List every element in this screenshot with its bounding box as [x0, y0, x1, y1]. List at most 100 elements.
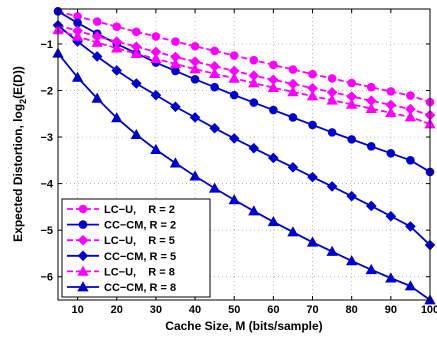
legend-entry-5: LC−U, R = 8 [67, 265, 175, 278]
series-marker [267, 215, 280, 227]
legend-label: CC−CM, R = 2 [104, 220, 176, 232]
series-4 [52, 19, 436, 251]
series-marker [210, 82, 219, 92]
series-marker [91, 92, 103, 103]
series-marker [150, 52, 162, 64]
y-axis-label: Expected Distortion, log2(E(D)) [11, 66, 28, 242]
series-marker [346, 98, 358, 109]
legend-box [61, 198, 211, 298]
series-3 [52, 19, 436, 121]
legend-label: CC−CM, R = 5 [104, 251, 176, 263]
series-marker [111, 112, 123, 123]
x-tick-label: 90 [385, 304, 397, 316]
x-tick-label: 80 [346, 304, 358, 316]
legend-marker [77, 265, 89, 276]
series-marker [365, 200, 377, 212]
x-axis-label: Cache Size, M (bits/sample) [165, 319, 322, 333]
series-marker [406, 156, 415, 165]
series-marker [268, 152, 279, 164]
series-marker [151, 32, 161, 41]
series-marker [365, 102, 377, 113]
series-marker [386, 87, 396, 96]
legend-label: LC−U, R = 2 [104, 204, 175, 216]
series-marker [405, 221, 416, 232]
legend-entry-1: LC−U, R = 2 [67, 204, 175, 216]
x-tick-label: 50 [228, 304, 240, 316]
series-marker [210, 46, 219, 56]
series-marker [306, 90, 319, 101]
series-marker [385, 272, 397, 283]
series-marker [327, 74, 337, 83]
y-axis-label-subscript: 2 [18, 99, 28, 104]
series-marker [130, 47, 142, 59]
series-marker [71, 30, 84, 41]
series-marker [92, 17, 102, 26]
y-tick-label: −3 [40, 132, 53, 144]
series-marker [287, 161, 299, 173]
series-marker [386, 149, 396, 158]
series-marker [288, 113, 298, 122]
series-marker [347, 135, 356, 144]
series-marker [288, 65, 298, 74]
series-1 [53, 7, 435, 107]
series-marker [130, 128, 142, 140]
series-marker [326, 94, 338, 105]
series-marker [190, 75, 200, 84]
series-marker [249, 55, 259, 65]
series-marker [189, 63, 201, 74]
series-marker [111, 65, 123, 76]
legend-label: LC−U, R = 5 [104, 235, 175, 247]
series-marker [190, 41, 200, 51]
legend-marker [78, 220, 88, 229]
legend-entry-6: CC−CM, R = 8 [67, 281, 176, 294]
x-tick-label: 30 [150, 304, 162, 316]
legend-entry-4: CC−CM, R = 5 [67, 250, 176, 263]
series-marker [189, 112, 201, 123]
series-marker [248, 205, 260, 216]
series-marker [404, 280, 417, 291]
series-marker [132, 27, 141, 37]
series-marker [91, 51, 103, 62]
series-marker [346, 190, 357, 202]
tick-layer: 10 20 30 40 50 60 70 80 90 100 −1 −2 −3 −4 −5 −6 [40, 9, 437, 316]
series-marker [170, 101, 181, 113]
y-tick-label: −1 [40, 39, 53, 51]
series-marker [228, 72, 240, 83]
legend: LC−U, R = 2 CC−CM, R = 2 LC−U, R = 5 CC−CM,… [61, 198, 211, 298]
series-marker [248, 142, 260, 154]
series-marker [406, 91, 415, 100]
series-marker [248, 77, 260, 88]
legend-label: LC−U, R = 8 [104, 266, 175, 278]
series-marker [327, 128, 337, 137]
series-2 [53, 7, 435, 177]
series-marker [287, 86, 299, 97]
series-marker [91, 36, 103, 47]
y-axis-label-tail: (E(D)) [11, 66, 25, 99]
x-tick-label: 10 [71, 304, 83, 316]
series-marker [287, 226, 299, 237]
series-marker [404, 111, 417, 122]
series-marker [208, 182, 221, 193]
x-tick-label: 20 [111, 304, 123, 316]
series-marker [249, 98, 259, 107]
series-marker [308, 69, 317, 79]
legend-marker [77, 234, 89, 246]
plot-frame [57, 8, 431, 301]
legend-marker [77, 281, 89, 292]
series-5 [52, 24, 436, 129]
series-marker [71, 71, 84, 82]
y-tick-label: −2 [40, 85, 53, 97]
series-marker [308, 120, 317, 130]
series-marker [307, 171, 318, 183]
y-tick-label: −5 [40, 225, 53, 237]
series-marker [306, 236, 319, 247]
series-marker [112, 22, 122, 31]
series-marker [169, 58, 182, 69]
series-marker [229, 90, 239, 100]
y-tick-label: −4 [40, 179, 53, 191]
series-marker [346, 255, 358, 266]
series-marker [171, 37, 180, 46]
series-marker [366, 82, 376, 92]
x-tick-label: 70 [306, 304, 318, 316]
